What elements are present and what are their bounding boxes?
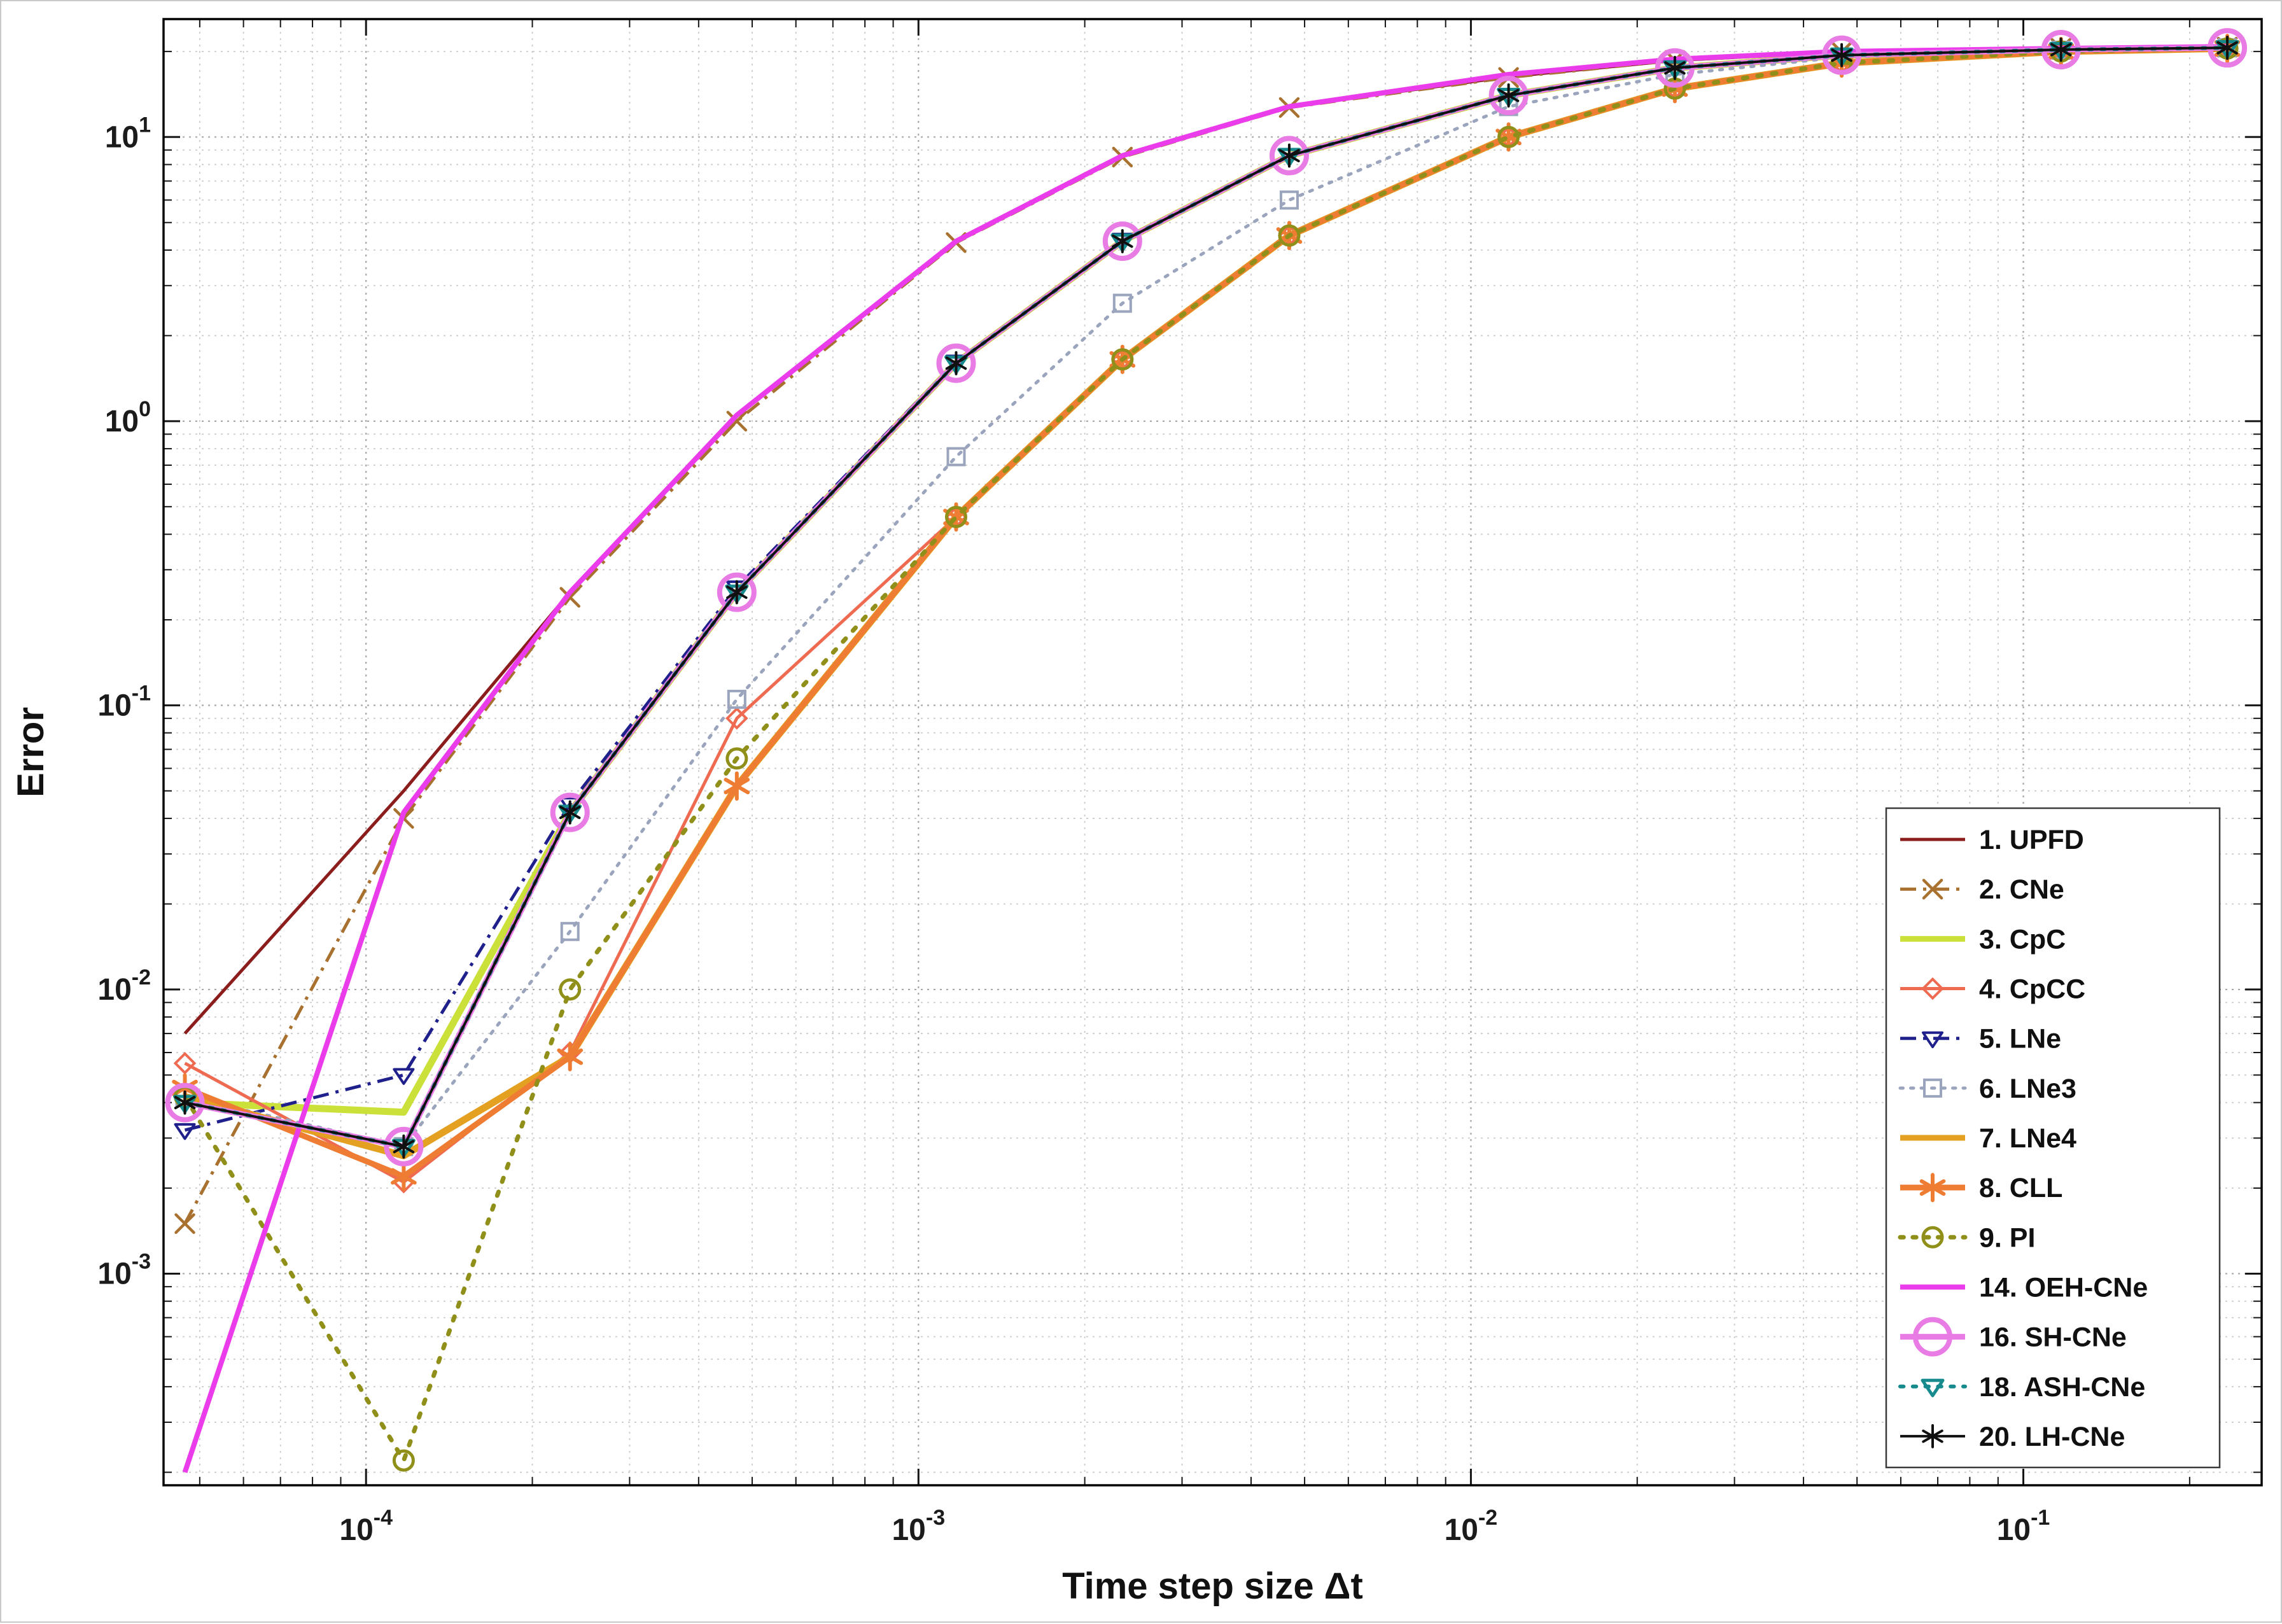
tick-label: 101 (105, 113, 151, 154)
legend-label: 2. CNe (1979, 874, 2064, 905)
tick-label: 10-4 (339, 1506, 393, 1547)
legend-label: 14. OEH-CNe (1979, 1272, 2148, 1303)
x-axis-label: Time step size Δt (1062, 1565, 1363, 1607)
y-axis-label: Error (10, 707, 52, 797)
legend-label: 20. LH-CNe (1979, 1422, 2125, 1452)
legend-label: 18. ASH-CNe (1979, 1372, 2145, 1403)
legend-entry-LH-CNe: 20. LH-CNe (1900, 1422, 2125, 1452)
legend-entry-OEH-CNe: 14. OEH-CNe (1900, 1272, 2148, 1303)
series-LH-CNe (174, 36, 2238, 1159)
legend-label: 4. CpCC (1979, 974, 2085, 1005)
series-group (165, 28, 2248, 1473)
tick-label: 10-2 (97, 965, 151, 1007)
legend-entry-CNe: 2. CNe (1900, 874, 2064, 905)
tick-label: 10-1 (97, 681, 151, 722)
legend: 1. UPFD 2. CNe 3. CpC 4. CpCC 5. LNe 6. LNe3 7… (1885, 807, 2221, 1469)
plot-border (162, 18, 2263, 1487)
legend-label: 5. LNe (1979, 1024, 2061, 1054)
series-OEH-CNe (182, 44, 2228, 1473)
legend-entry-CLL: 8. CLL (1900, 1173, 2062, 1203)
tick-labels: 10-4 10-3 10-2 10-1 10-3 10-2 10-1 100 101 (97, 113, 2050, 1547)
legend-entry-CpC: 3. CpC (1900, 924, 2066, 955)
legend-entry-UPFD: 1. UPFD (1900, 825, 2084, 855)
legend-entry-CpCC: 4. CpCC (1900, 974, 2085, 1005)
legend-label: 7. LNe4 (1979, 1123, 2076, 1154)
tick-marks (164, 19, 2262, 1485)
tick-label: 10-2 (1445, 1506, 1498, 1547)
legend-entry-SH-CNe: 16. SH-CNe (1900, 1317, 2127, 1357)
legend-label: 16. SH-CNe (1979, 1322, 2127, 1353)
legend-entry-ASH-CNe: 18. ASH-CNe (1898, 1372, 2145, 1403)
tick-label: 10-3 (97, 1249, 151, 1291)
legend-entry-LNe4: 7. LNe4 (1900, 1123, 2076, 1154)
legend-entry-LNe3: 6. LNe3 (1898, 1074, 2076, 1104)
legend-label: 9. PI (1979, 1222, 2035, 1253)
tick-label: 100 (105, 397, 151, 438)
plot-grid (164, 19, 2262, 1485)
legend-label: 8. CLL (1979, 1173, 2062, 1203)
tick-label: 10-1 (1997, 1506, 2050, 1547)
legend-entry-LNe: 5. LNe (1900, 1024, 2061, 1054)
legend-label: 6. LNe3 (1979, 1074, 2076, 1104)
legend-label: 3. CpC (1979, 924, 2066, 955)
tick-label: 10-3 (892, 1506, 945, 1547)
legend-entry-PI: 9. PI (1898, 1222, 2035, 1253)
legend-label: 1. UPFD (1979, 825, 2084, 855)
